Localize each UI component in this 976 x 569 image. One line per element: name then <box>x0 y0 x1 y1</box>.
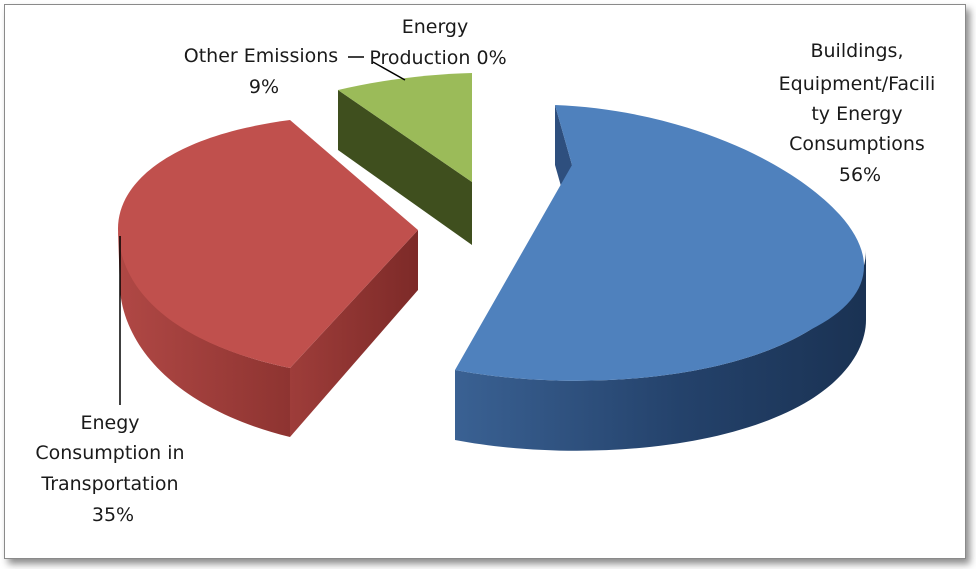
slice-other-emissions <box>338 73 472 245</box>
slice-transportation-side <box>118 230 290 437</box>
label-energy-production: Energy Production 0% <box>369 16 506 69</box>
slice-other-emissions-cut <box>338 90 472 245</box>
slice-transportation-cut <box>290 230 418 437</box>
slice-other-emissions-top <box>338 73 472 182</box>
slice-transportation-top <box>117 120 418 368</box>
slice-buildings <box>455 105 866 451</box>
leader-line-energy-production <box>372 61 406 81</box>
label-other-emissions: Other Emissions 9% <box>184 45 344 98</box>
slice-buildings-side <box>455 250 866 451</box>
label-buildings: Buildings, Equipment/Facili ty Energy Co… <box>779 40 942 186</box>
slice-transportation <box>117 120 418 437</box>
label-transportation: Enegy Consumption in Transportation 35% <box>35 412 190 526</box>
slice-buildings-top <box>455 105 864 381</box>
